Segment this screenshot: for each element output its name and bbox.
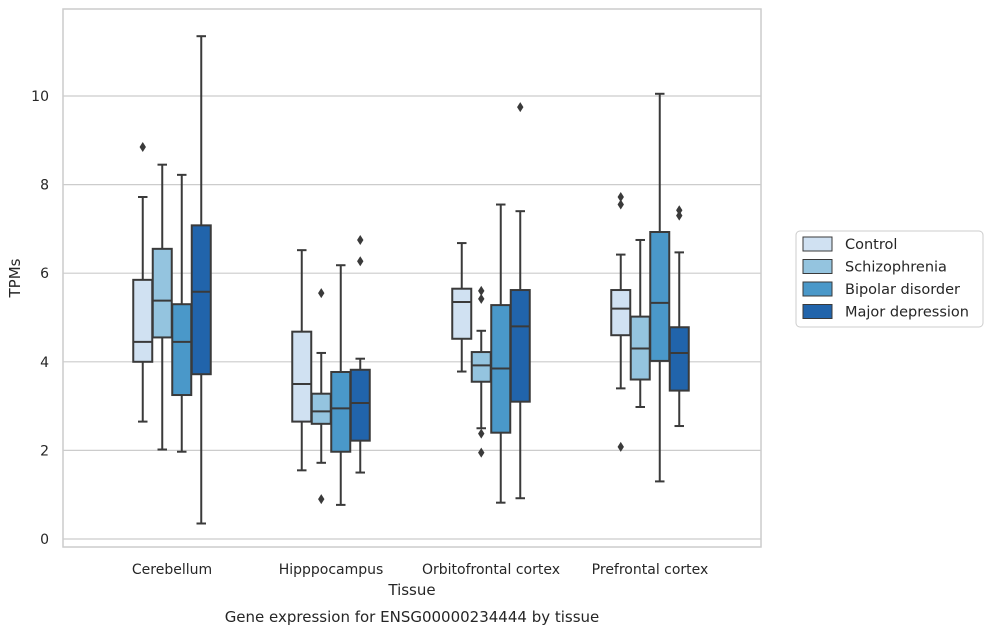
outlier-point [478,293,485,304]
iqr-box [151,247,173,339]
outlier-point [478,285,485,296]
outlier-point [617,192,624,203]
y-tick-labels: 0 2 4 6 8 10 [31,89,49,548]
legend-swatch [802,281,833,297]
plot-frame [62,8,762,548]
outlier-point [478,447,485,458]
x-tick-label: Hipppocampus [279,562,384,578]
iqr-box [668,326,690,392]
iqr-box [132,278,154,363]
legend-swatch [802,259,833,274]
legend-label: Schizophrenia [845,260,947,276]
outlier-point [517,102,524,113]
iqr-box [171,303,193,397]
iqr-box [649,231,671,362]
y-tick-label: 6 [40,266,49,282]
outlier-point [676,210,683,221]
outlier-point [139,141,146,152]
iqr-box [190,224,212,376]
outlier-point [357,234,364,245]
x-axis-label: Tissue [387,581,435,599]
box-series [132,35,690,525]
iqr-box [310,392,332,425]
legend-label: Bipolar disorder [845,282,960,298]
legend-swatch [802,236,833,252]
x-tick-label: Prefrontal cortex [592,562,709,578]
legend-label: Control [845,237,897,253]
y-tick-label: 2 [40,443,49,459]
chart-caption: Gene expression for ENSG00000234444 by t… [225,608,600,626]
outlier-point [357,256,364,267]
series-schizophrenia [151,163,651,505]
iqr-box [509,289,531,403]
legend-label: Major depression [845,305,969,321]
y-tick-label: 4 [40,355,49,371]
x-tick-labels: Cerebellum Hipppocampus Orbitofrontal cort… [132,562,708,578]
outlier-point [676,205,683,216]
iqr-box [291,330,313,423]
iqr-box [610,289,632,337]
legend: Control Schizophrenia Bipolar disorder Majo… [795,230,984,328]
outlier-point [617,199,624,210]
iqr-box [451,287,473,340]
legend-swatch [802,304,833,319]
outlier-point [617,441,624,452]
y-tick-label: 0 [40,532,49,548]
iqr-box [330,370,352,453]
y-tick-label: 8 [40,178,49,194]
y-axis-label: TPMs [6,258,24,298]
y-tick-label: 10 [31,89,49,105]
outlier-point [478,428,485,439]
x-tick-label: Orbitofrontal cortex [422,562,560,578]
outlier-point [318,494,325,505]
legend-frame [795,230,984,328]
iqr-box [349,368,371,442]
outlier-point [318,288,325,299]
series-bipolar-disorder [171,92,671,506]
x-tick-label: Cerebellum [132,562,212,578]
series-major-depression [190,35,690,525]
iqr-box [470,351,492,383]
